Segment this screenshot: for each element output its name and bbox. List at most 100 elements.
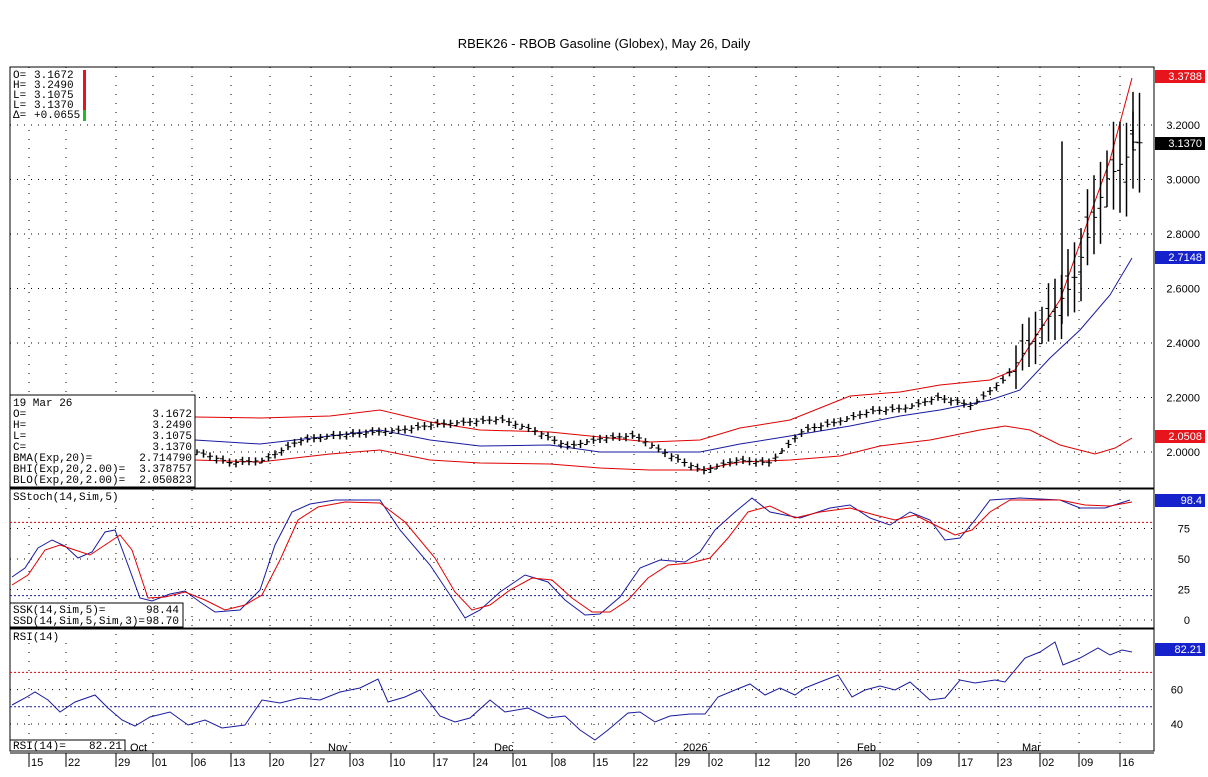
ohlc-bar [473, 418, 480, 427]
month-label-2: Dec [494, 742, 514, 754]
ohlc-bar [213, 455, 220, 464]
ohlc-bar [434, 419, 441, 428]
ohlc-bar [467, 417, 473, 427]
ohlc-bar [714, 463, 720, 470]
x-tick-5: 13 [233, 757, 245, 769]
ohlc-bar [298, 437, 304, 446]
ohlc-bar [915, 399, 922, 408]
ohlc-bar [772, 453, 779, 462]
x-tick-21: 02 [882, 757, 894, 769]
ohlc-bar [207, 452, 213, 461]
info-value-0: 3.1672 [152, 409, 192, 421]
top-readout-label-2: L= [13, 90, 26, 102]
ohlc-bar [922, 397, 928, 407]
ohlc-bar [200, 449, 207, 458]
ohlc-bar [675, 454, 681, 463]
ohlc-bar [233, 459, 239, 468]
price-tick-1: 2.2000 [1166, 393, 1200, 405]
ohlc-bar [519, 423, 525, 430]
ohlc-bar [415, 422, 421, 431]
ohlc-bar [987, 386, 993, 396]
info-value-5: 3.378757 [139, 464, 192, 476]
ohlc-bar [642, 438, 649, 447]
ohlc-bar [421, 421, 428, 431]
ohlc-bar [1052, 278, 1058, 341]
ohlc-bar [636, 433, 642, 442]
ohlc-bar [1097, 161, 1104, 244]
ohlc-bar [1123, 122, 1130, 217]
ohlc-bar [558, 440, 564, 449]
ohlc-bar [382, 427, 389, 436]
ohlc-bar [603, 434, 610, 444]
x-tick-23: 17 [961, 757, 973, 769]
info-label-1: H= [13, 420, 26, 432]
ohlc-bar [883, 406, 889, 415]
info-label-0: O= [13, 409, 26, 421]
month-label-3: 2026 [683, 742, 707, 754]
ohlc-bar [967, 401, 974, 411]
ohlc-bar [447, 419, 454, 428]
ohlc-bar [811, 423, 818, 432]
x-tick-18: 12 [758, 757, 770, 769]
x-tick-0: 15 [31, 757, 43, 769]
rsi-tick-0: 40 [1171, 719, 1183, 731]
ohlc-bar [532, 426, 538, 436]
ohlc-bar [889, 404, 896, 413]
ohlc-bar [506, 417, 512, 426]
x-tick-15: 22 [636, 757, 648, 769]
ohlc-bar [220, 455, 226, 464]
ohlc-bar [538, 430, 545, 440]
ohlc-bar [779, 448, 785, 455]
ohlc-bar [746, 457, 753, 466]
x-tick-17: 02 [711, 757, 723, 769]
ohlc-bar [343, 431, 350, 440]
range-bar-green [83, 110, 86, 121]
rsi-label: RSI(14)= [13, 741, 66, 753]
gridlines [10, 67, 1154, 751]
ohlc-bar [564, 441, 571, 450]
x-tick-25: 02 [1042, 757, 1054, 769]
ohlc-bar [785, 439, 792, 449]
ohlc-bar [226, 458, 233, 467]
x-tick-8: 03 [352, 757, 364, 769]
ssd-line [11, 499, 1133, 613]
price-tick-4: 2.8000 [1166, 229, 1200, 241]
ohlc-bar [662, 448, 668, 458]
badge-lower-band [1155, 430, 1205, 443]
ohlc-bar [1110, 121, 1117, 210]
x-tick-3: 01 [155, 757, 167, 769]
stoch-tick-3: 75 [1178, 524, 1190, 536]
ohlc-bar [961, 399, 967, 408]
ohlc-bar [909, 403, 915, 410]
ssd-label: SSD(14,Sim,5,Sim,3)= [13, 616, 145, 628]
ssk-value: 98.44 [146, 605, 179, 617]
ohlc-bar [369, 427, 376, 436]
top-readout-label-3: L= [13, 100, 26, 112]
ohlc-bar [831, 418, 837, 427]
ohlc-bar [376, 427, 382, 436]
ohlc-bar [941, 395, 948, 404]
ohlc-bar [402, 425, 408, 434]
ohlc-bar [681, 458, 688, 467]
ohlc-bar [1013, 345, 1019, 389]
stoch-title: SStoch(14,Sim,5) [13, 492, 119, 504]
x-tick-27: 16 [1122, 757, 1134, 769]
ohlc-bar [727, 458, 733, 467]
badge-last-price [1155, 137, 1205, 150]
ohlc-bar [707, 464, 714, 474]
x-tick-7: 27 [313, 757, 325, 769]
ohlc-bar [876, 406, 883, 415]
ohlc-bar [584, 439, 590, 446]
x-tick-10: 17 [436, 757, 448, 769]
ohlc-bar [1091, 175, 1097, 255]
ohlc-bar [408, 425, 415, 434]
ohlc-bar [623, 433, 629, 442]
ohlc-bar [1026, 317, 1032, 367]
ohlc-bar [265, 453, 272, 462]
ohlc-bar [363, 429, 369, 438]
ohlc-bar [317, 433, 324, 443]
info-value-4: 2.714790 [139, 453, 192, 465]
ssd-value: 98.70 [146, 616, 179, 628]
info-label-5: BHI(Exp,20,2.00)= [13, 464, 125, 476]
